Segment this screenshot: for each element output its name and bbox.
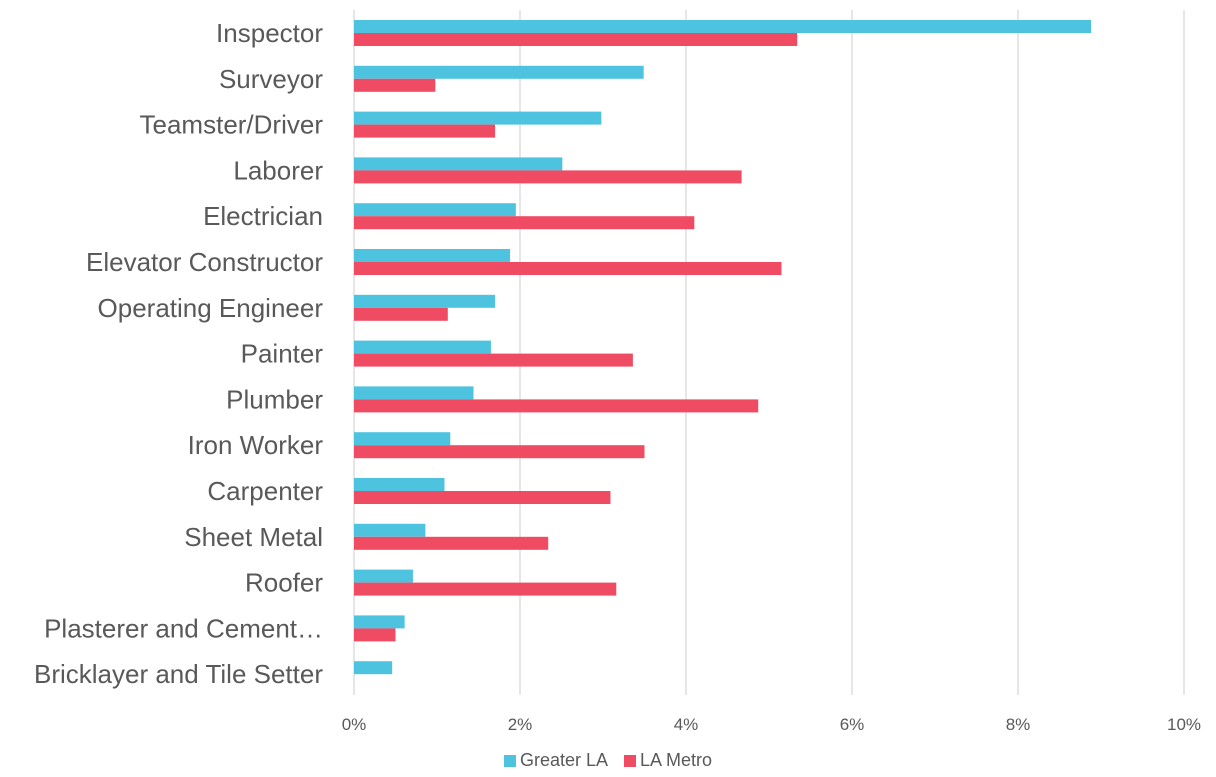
bar-la-metro [354,582,617,596]
category-label: Surveyor [219,64,323,94]
bar-la-metro [354,399,759,413]
bar-greater-la [354,294,496,308]
category-label: Elevator Constructor [86,247,323,277]
bar-greater-la [354,111,602,125]
category-label: Plumber [226,384,323,414]
category-label: Roofer [245,568,323,598]
bar-greater-la [354,20,1092,33]
bar-greater-la [354,478,445,491]
x-tick-labels: 0% 2% 4% 6% 8% 10% [342,715,1201,734]
bar-greater-la [354,661,393,675]
bar-greater-la [354,615,405,629]
bar-la-metro [354,307,448,321]
bar-greater-la [354,65,644,79]
bar-greater-la [354,432,451,446]
legend-item-greater-la: Greater LA [503,750,608,771]
category-label: Sheet Metal [184,522,323,552]
bar-la-metro [354,536,549,550]
bar-la-metro [354,445,645,459]
category-label: Laborer [233,155,323,185]
category-label: Operating Engineer [98,293,324,323]
bar-la-metro [354,33,798,46]
category-label: Bricklayer and Tile Setter [34,659,323,689]
x-tick-label: 10% [1167,715,1201,734]
legend-label-greater-la: Greater LA [519,750,608,770]
bar-greater-la [354,157,563,171]
bar-greater-la [354,249,511,262]
x-tick-label: 0% [342,715,367,734]
category-labels: Inspector Surveyor Teamster/Driver Laborer E… [34,18,323,689]
x-tick-label: 2% [508,715,533,734]
bar-la-metro [354,124,496,138]
category-label: Iron Worker [188,430,324,460]
x-tick-label: 6% [840,715,865,734]
category-label: Carpenter [207,476,323,506]
legend-swatch-greater-la [503,754,516,767]
bar-greater-la [354,569,413,583]
bars [354,20,1092,675]
category-label: Painter [241,339,324,369]
bar-la-metro [354,628,396,642]
bar-greater-la [354,340,491,354]
category-label: Electrician [203,201,323,231]
bar-greater-la [354,523,426,537]
bar-chart: Inspector Surveyor Teamster/Driver Laborer E… [34,10,1201,734]
bar-la-metro [354,78,436,92]
legend-label-la-metro: LA Metro [640,750,713,770]
x-tick-label: 8% [1006,715,1031,734]
bar-la-metro [354,262,782,275]
bar-la-metro [354,170,742,184]
legend-item-la-metro: LA Metro [624,750,712,771]
legend-swatch-la-metro [624,754,636,767]
bar-la-metro [354,491,611,504]
category-label: Teamster/Driver [140,110,324,140]
category-label: Inspector [216,18,323,48]
bar-greater-la [354,386,474,400]
category-label: Plasterer and Cement… [44,613,323,643]
bar-la-metro [354,353,633,367]
bar-greater-la [354,203,516,217]
bar-la-metro [354,216,695,230]
legend: Greater LA LA Metro [0,750,1216,771]
x-tick-label: 4% [674,715,699,734]
